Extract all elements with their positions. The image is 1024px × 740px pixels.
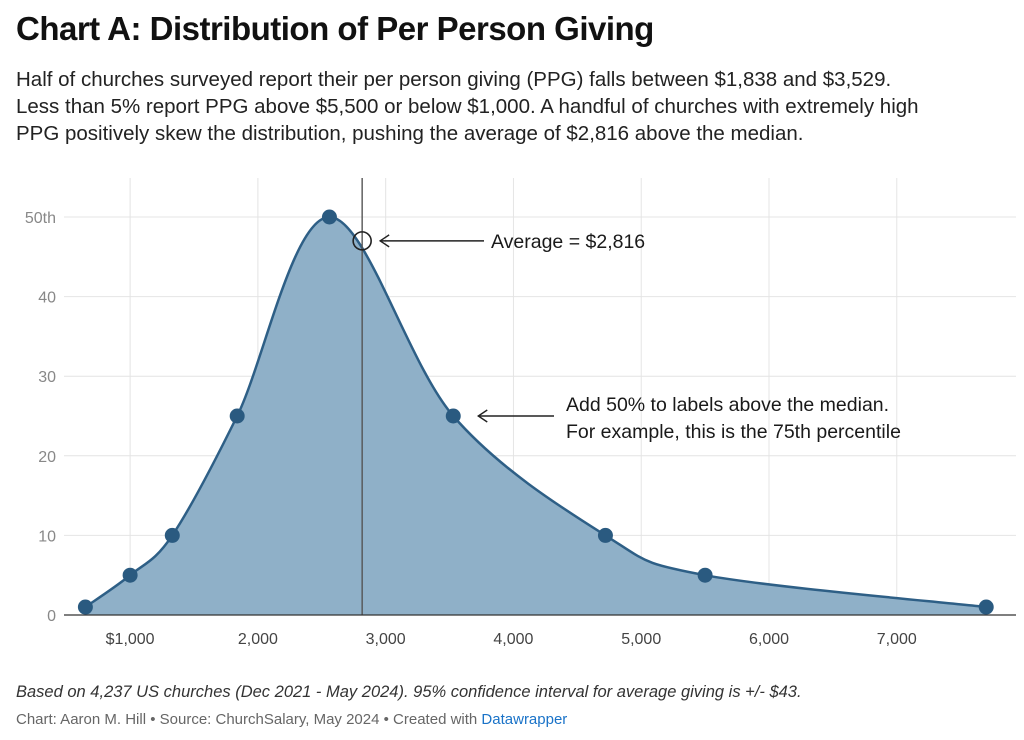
x-tick-label: 6,000 — [749, 631, 789, 648]
x-tick-labels: $1,000 2,000 3,000 4,000 5,000 6,000 7,000 — [106, 631, 917, 648]
y-tick-label: 0 — [47, 608, 56, 625]
data-point — [597, 527, 613, 543]
percentile-annotation-line: For example, this is the 75th percentile — [566, 421, 901, 443]
x-tick-label: 4,000 — [493, 631, 533, 648]
x-tick-label: 3,000 — [366, 631, 406, 648]
chart-subtitle: Half of churches surveyed report their p… — [16, 66, 1016, 147]
x-tick-label: 7,000 — [877, 631, 917, 648]
average-annotation: Average = $2,816 — [491, 231, 645, 253]
data-point — [77, 599, 93, 615]
datawrapper-link[interactable]: Datawrapper — [481, 711, 568, 728]
data-point — [321, 209, 337, 225]
subtitle-line: PPG positively skew the distribution, pu… — [16, 122, 804, 145]
subtitle-line: Half of churches surveyed report their p… — [16, 68, 892, 91]
x-tick-label: 5,000 — [621, 631, 661, 648]
byline-text: Chart: Aaron M. Hill • Source: ChurchSal… — [16, 711, 482, 728]
arrow-head — [476, 409, 488, 423]
data-point — [445, 408, 461, 424]
percentile-arrow — [476, 409, 554, 423]
average-marker — [352, 231, 372, 251]
data-points — [77, 209, 994, 615]
distribution-chart: 0 10 20 30 40 50th $1,000 2,000 3,000 4,000 5,000… — [25, 178, 1016, 648]
chart-byline: Chart: Aaron M. Hill • Source: ChurchSal… — [16, 711, 567, 728]
data-point — [978, 599, 994, 615]
y-tick-label: 10 — [38, 528, 56, 545]
data-point — [122, 567, 138, 583]
data-point — [229, 408, 245, 424]
y-tick-label: 30 — [38, 369, 56, 386]
data-point — [697, 567, 713, 583]
x-tick-label: 2,000 — [238, 631, 278, 648]
percentile-annotation-line: Add 50% to labels above the median. — [566, 394, 889, 416]
data-point — [164, 527, 180, 543]
y-tick-label: 20 — [38, 449, 56, 466]
x-tick-label: $1,000 — [106, 631, 155, 648]
chart-notes: Based on 4,237 US churches (Dec 2021 - M… — [16, 683, 802, 701]
y-tick-labels: 0 10 20 30 40 50th — [25, 210, 56, 625]
chart-title: Chart A: Distribution of Per Person Givi… — [16, 10, 654, 47]
y-tick-label: 50th — [25, 210, 56, 227]
arrow-head — [378, 234, 390, 248]
subtitle-line: Less than 5% report PPG above $5,500 or … — [16, 95, 919, 118]
y-tick-label: 40 — [38, 290, 56, 307]
distribution-area — [85, 217, 987, 615]
average-arrow — [378, 234, 484, 248]
